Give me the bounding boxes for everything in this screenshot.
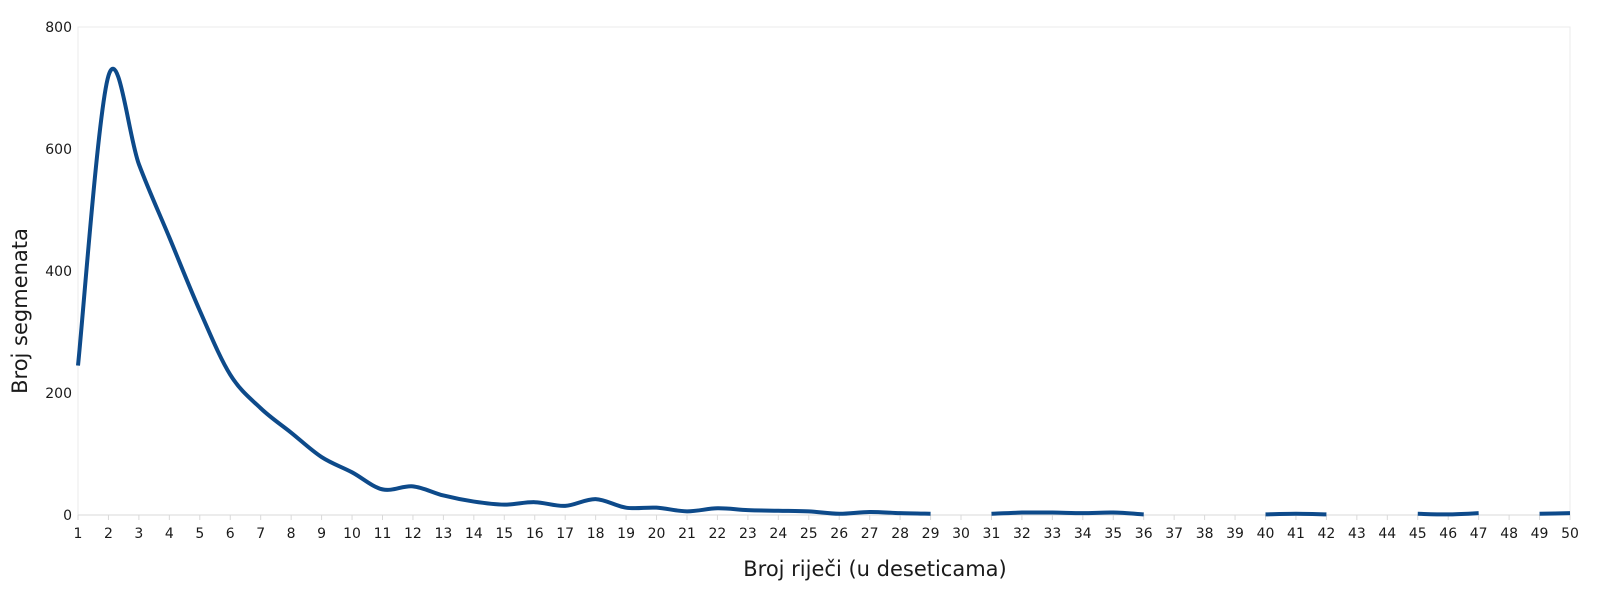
x-tick-label: 48 [1500, 526, 1518, 542]
x-tick-label: 2 [104, 526, 113, 542]
series-line [1539, 511, 1571, 516]
x-tick-label: 10 [343, 526, 361, 542]
y-axis-ticks: 0 200 400 600 800 [45, 20, 72, 524]
x-tick-label: 37 [1165, 526, 1183, 542]
x-tick-label: 6 [226, 526, 235, 542]
x-tick-label: 42 [1317, 526, 1335, 542]
x-tick-label: 47 [1470, 526, 1488, 542]
x-tick-label: 21 [678, 526, 696, 542]
y-tick-label: 200 [45, 386, 72, 402]
x-tick-label: 20 [648, 526, 666, 542]
x-tick-label: 28 [891, 526, 909, 542]
x-tick-label: 1 [74, 526, 83, 542]
x-tick-label: 43 [1348, 526, 1366, 542]
x-tick-label: 16 [526, 526, 544, 542]
x-tick-label: 50 [1561, 526, 1579, 542]
series-layer [76, 66, 1571, 517]
x-tick-label: 32 [1013, 526, 1031, 542]
x-tick-label: 19 [617, 526, 635, 542]
y-tick-label: 800 [45, 20, 72, 36]
x-tick-label: 39 [1226, 526, 1244, 542]
x-tick-label: 8 [287, 526, 296, 542]
x-tick-label: 49 [1531, 526, 1549, 542]
x-tick-label: 35 [1104, 526, 1122, 542]
x-tick-label: 31 [983, 526, 1001, 542]
x-tick-label: 25 [800, 526, 818, 542]
x-tick-label: 4 [165, 526, 174, 542]
plot-area [77, 26, 1571, 516]
x-tick-label: 9 [317, 526, 326, 542]
y-axis-title: Broj segmenata [8, 228, 32, 394]
x-tick-label: 22 [709, 526, 727, 542]
x-tick-label: 13 [434, 526, 452, 542]
x-tick-label: 46 [1439, 526, 1457, 542]
x-tick-label: 12 [404, 526, 422, 542]
x-tick-label: 38 [1196, 526, 1214, 542]
x-tick-label: 36 [1135, 526, 1153, 542]
series-line [1265, 511, 1327, 517]
x-tick-label: 27 [861, 526, 879, 542]
y-tick-label: 0 [63, 508, 72, 524]
x-tick-label: 40 [1257, 526, 1275, 542]
series-line [76, 66, 931, 516]
x-tick-label: 5 [195, 526, 204, 542]
y-tick-label: 400 [45, 264, 72, 280]
series-line [991, 510, 1144, 517]
x-tick-label: 17 [556, 526, 574, 542]
series-line [1417, 511, 1479, 517]
x-tick-label: 18 [587, 526, 605, 542]
x-tick-label: 34 [1074, 526, 1092, 542]
x-tick-label: 33 [1043, 526, 1061, 542]
x-tick-label: 24 [769, 526, 787, 542]
x-tick-label: 26 [830, 526, 848, 542]
x-tick-label: 23 [739, 526, 757, 542]
x-tick-label: 29 [922, 526, 940, 542]
x-tick-label: 7 [256, 526, 265, 542]
y-tick-label: 600 [45, 142, 72, 158]
x-tick-label: 41 [1287, 526, 1305, 542]
x-tick-label: 11 [374, 526, 392, 542]
x-tick-label: 45 [1409, 526, 1427, 542]
x-tick-label: 44 [1378, 526, 1396, 542]
x-tick-label: 14 [465, 526, 483, 542]
x-axis-ticks: 1 2 3 4 5 6 7 8 9 10 11 12 13 14 15 16 17 18 19 20 21 22 23 24 2… [74, 515, 1579, 542]
x-axis-title: Broj riječi (u deseticama) [743, 557, 1007, 581]
x-tick-label: 30 [952, 526, 970, 542]
x-tick-label: 3 [134, 526, 143, 542]
x-tick-label: 15 [495, 526, 513, 542]
